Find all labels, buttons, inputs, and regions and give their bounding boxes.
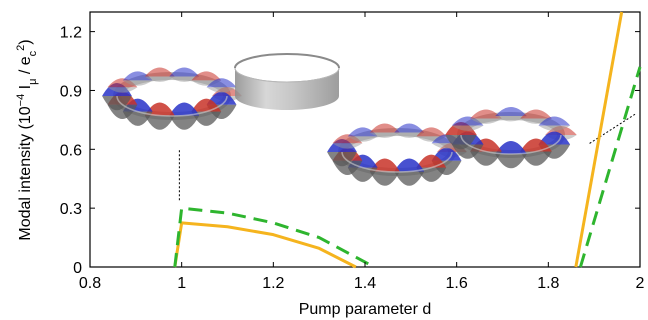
mode-lobe [495,141,527,154]
mode-lobe-dip [144,115,175,130]
x-tick-label: 1 [177,275,186,292]
mode-lobe-dip [470,118,502,124]
mode-lobe [369,158,400,172]
mode-lobe-dip [169,115,200,130]
x-axis-label: Pump parameter d [299,301,432,318]
y-axis-label: Modal intensity (10−4 Iμ / ec2) [15,39,39,240]
solid-series-line [574,11,624,268]
mode-lobe-dip [369,171,400,186]
mode-lobe [538,131,571,145]
mode-pattern-ring-2 [327,123,467,186]
mode-lobe-dip [347,167,378,182]
mode-lobe-dip [332,143,363,149]
mode-lobe-dip [394,171,425,186]
axis-ticks: 0.8 1 1.2 1.4 1.6 1.8 2 0 0.3 0.6 0.9 1.2 [60,12,645,292]
x-tick-label: 1.4 [354,275,376,292]
mode-lobe-dip [394,132,425,138]
mode-lobe [107,78,138,88]
ring-glow [355,142,439,166]
y-tick-label: 0.3 [60,201,82,218]
y-tick-label: 0.6 [60,142,82,159]
mode-lobe-dip [369,132,400,138]
mode-pattern-ring-1 [102,67,242,130]
dashed-series-line [173,206,375,269]
mode-lobe [169,102,200,116]
mode-lobe-dip [206,87,237,93]
mode-pattern-ring-3 [445,107,577,169]
mode-lobe [394,123,425,133]
mode-lobe [520,109,552,119]
x-tick-label: 0.8 [79,275,101,292]
mode-lobe-dip [107,87,138,93]
mode-lobe [416,127,447,137]
mode-lobe-dip [538,125,571,131]
mode-lobe [520,138,552,152]
x-tick-label: 2 [636,275,645,292]
mode-lobe [191,71,222,81]
mode-lobe-dip [495,116,527,122]
ring-rim [460,134,562,155]
x-tick-label: 1.2 [262,275,284,292]
mode-lobe [470,109,502,119]
solid-series-line [173,221,357,269]
mode-lobe-dip [451,125,484,131]
mode-lobe-dip [144,76,175,82]
dashed-series-line [578,66,642,268]
mode-lobe-dip [122,80,153,86]
ring-rim [341,151,453,173]
x-tick-label: 1.8 [537,275,559,292]
mode-lobe-dip [347,136,378,142]
mode-lobe [332,134,363,144]
mode-lobe-dip [520,151,552,166]
x-tick-label: 1.6 [446,275,468,292]
ring-glow [130,86,214,110]
mode-lobe-dip [122,111,153,126]
ring-rim [116,95,228,117]
mode-lobe [206,91,237,105]
mode-lobe [122,71,153,81]
cavity-ring [234,53,340,110]
mode-lobe [144,67,175,77]
mode-lobe [431,147,462,161]
y-tick-label: 0.9 [60,83,82,100]
mode-lobe [144,102,175,116]
mode-lobe-dip [495,154,527,169]
mode-lobe [347,127,378,137]
mode-lobe [206,78,237,88]
series-layer [173,11,642,269]
y-tick-label: 1.2 [60,25,82,42]
mode-lobe [495,107,527,116]
mode-lobe-dip [470,151,502,166]
annotation-layer [178,113,636,201]
mode-lobe [369,123,400,133]
dotted-leader-line [589,113,636,144]
mode-lobe [169,67,200,77]
mode-lobe-dip [169,76,200,82]
y-tick-label: 0 [73,260,82,277]
mode-lobe [394,158,425,172]
mode-lobe [538,116,571,126]
